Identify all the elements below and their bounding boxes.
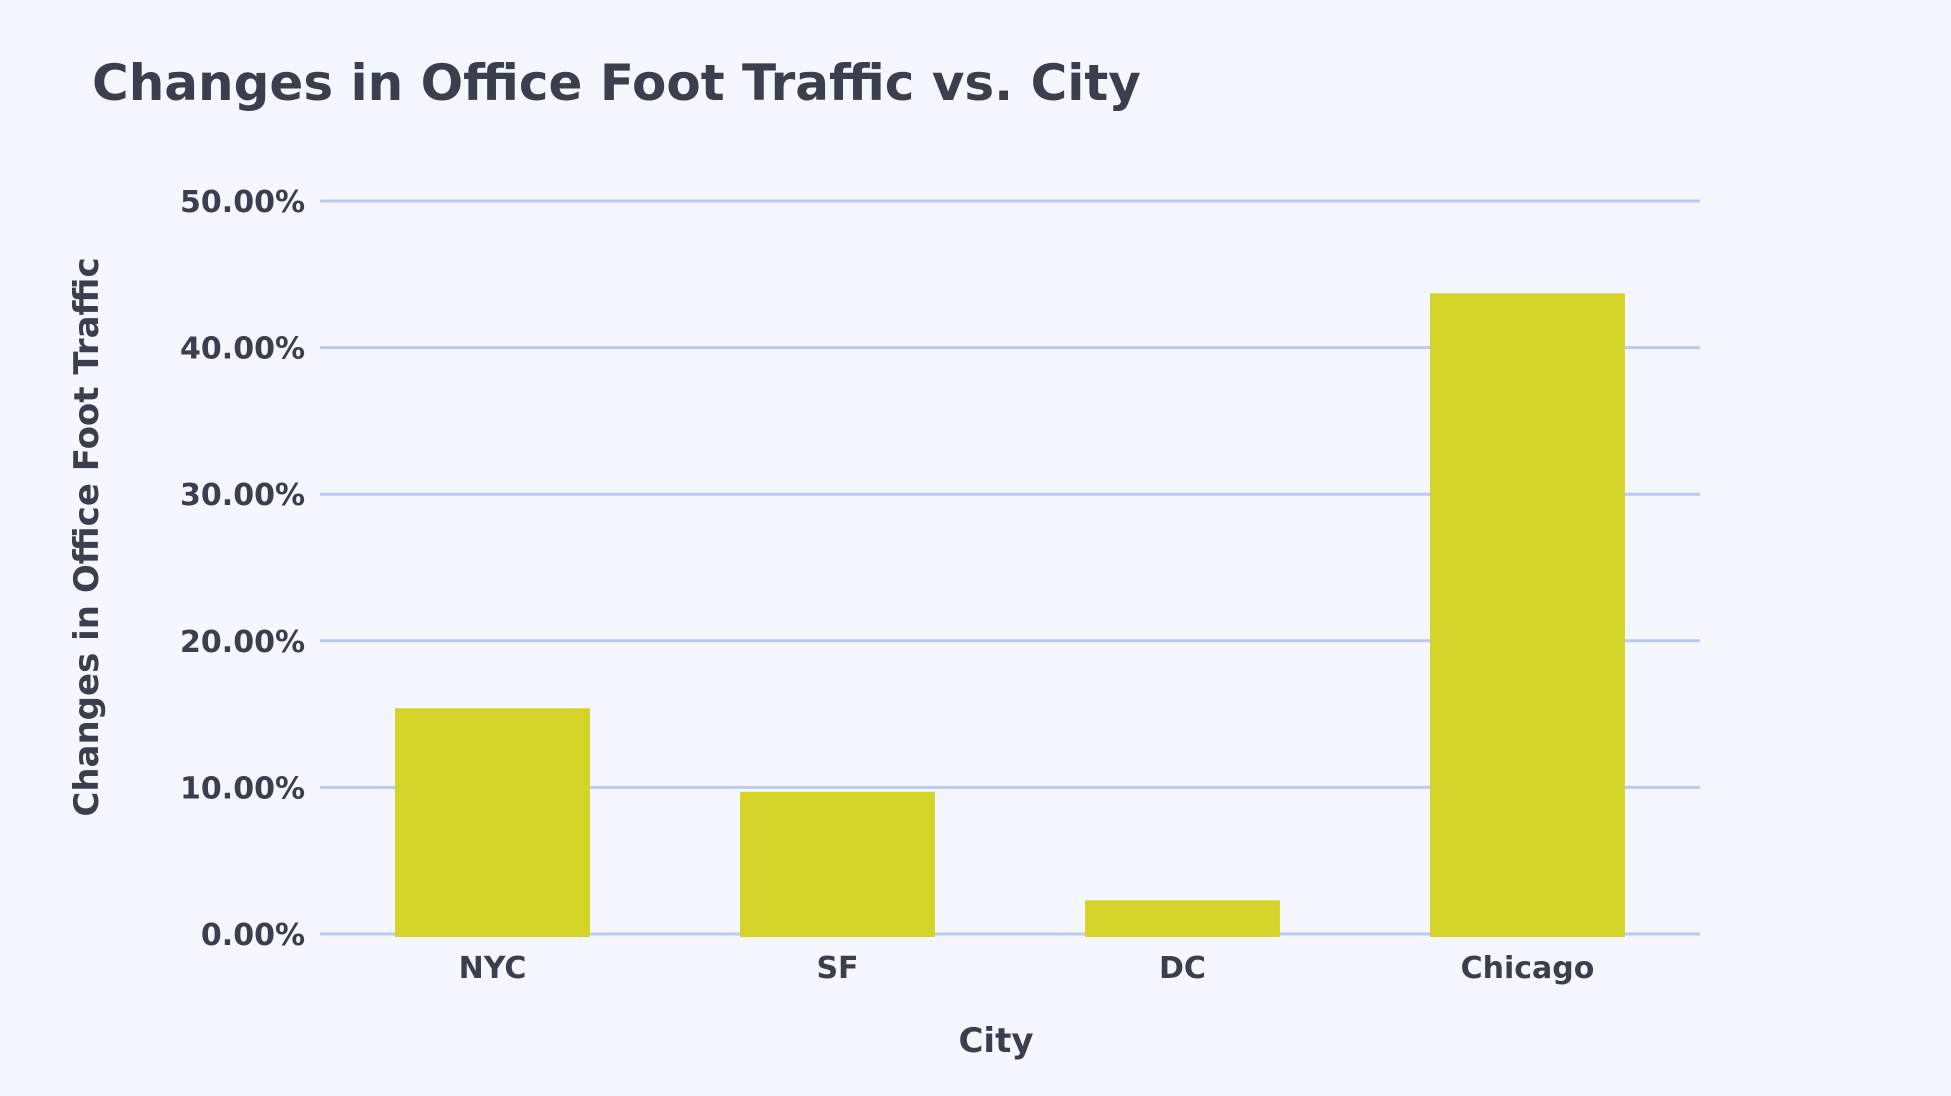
bar-sf — [740, 791, 935, 937]
y-axis-ticks: 0.00% 10.00% 20.00% 30.00% 40.00% 50.00% — [180, 185, 305, 953]
chart-title: Changes in Office Foot Traffic vs. City — [92, 54, 1141, 112]
x-tick-label: SF — [816, 951, 858, 986]
x-tick-label: Chicago — [1461, 951, 1595, 986]
y-tick-label: 10.00% — [180, 771, 305, 806]
y-tick-label: 0.00% — [201, 918, 305, 953]
bar-nyc — [395, 708, 590, 937]
y-tick-label: 50.00% — [180, 185, 305, 220]
y-tick-label: 40.00% — [180, 332, 305, 367]
x-tick-label: DC — [1159, 951, 1206, 986]
x-axis-ticks: NYC SF DC Chicago — [459, 951, 1595, 986]
bar-chicago — [1430, 293, 1625, 937]
y-tick-label: 20.00% — [180, 625, 305, 660]
x-axis-label: City — [958, 1021, 1033, 1061]
y-axis-label: Changes in Office Foot Traffic — [67, 257, 107, 816]
bars — [395, 293, 1625, 937]
bar-dc — [1085, 900, 1280, 937]
x-tick-label: NYC — [459, 951, 527, 986]
y-tick-label: 30.00% — [180, 478, 305, 513]
